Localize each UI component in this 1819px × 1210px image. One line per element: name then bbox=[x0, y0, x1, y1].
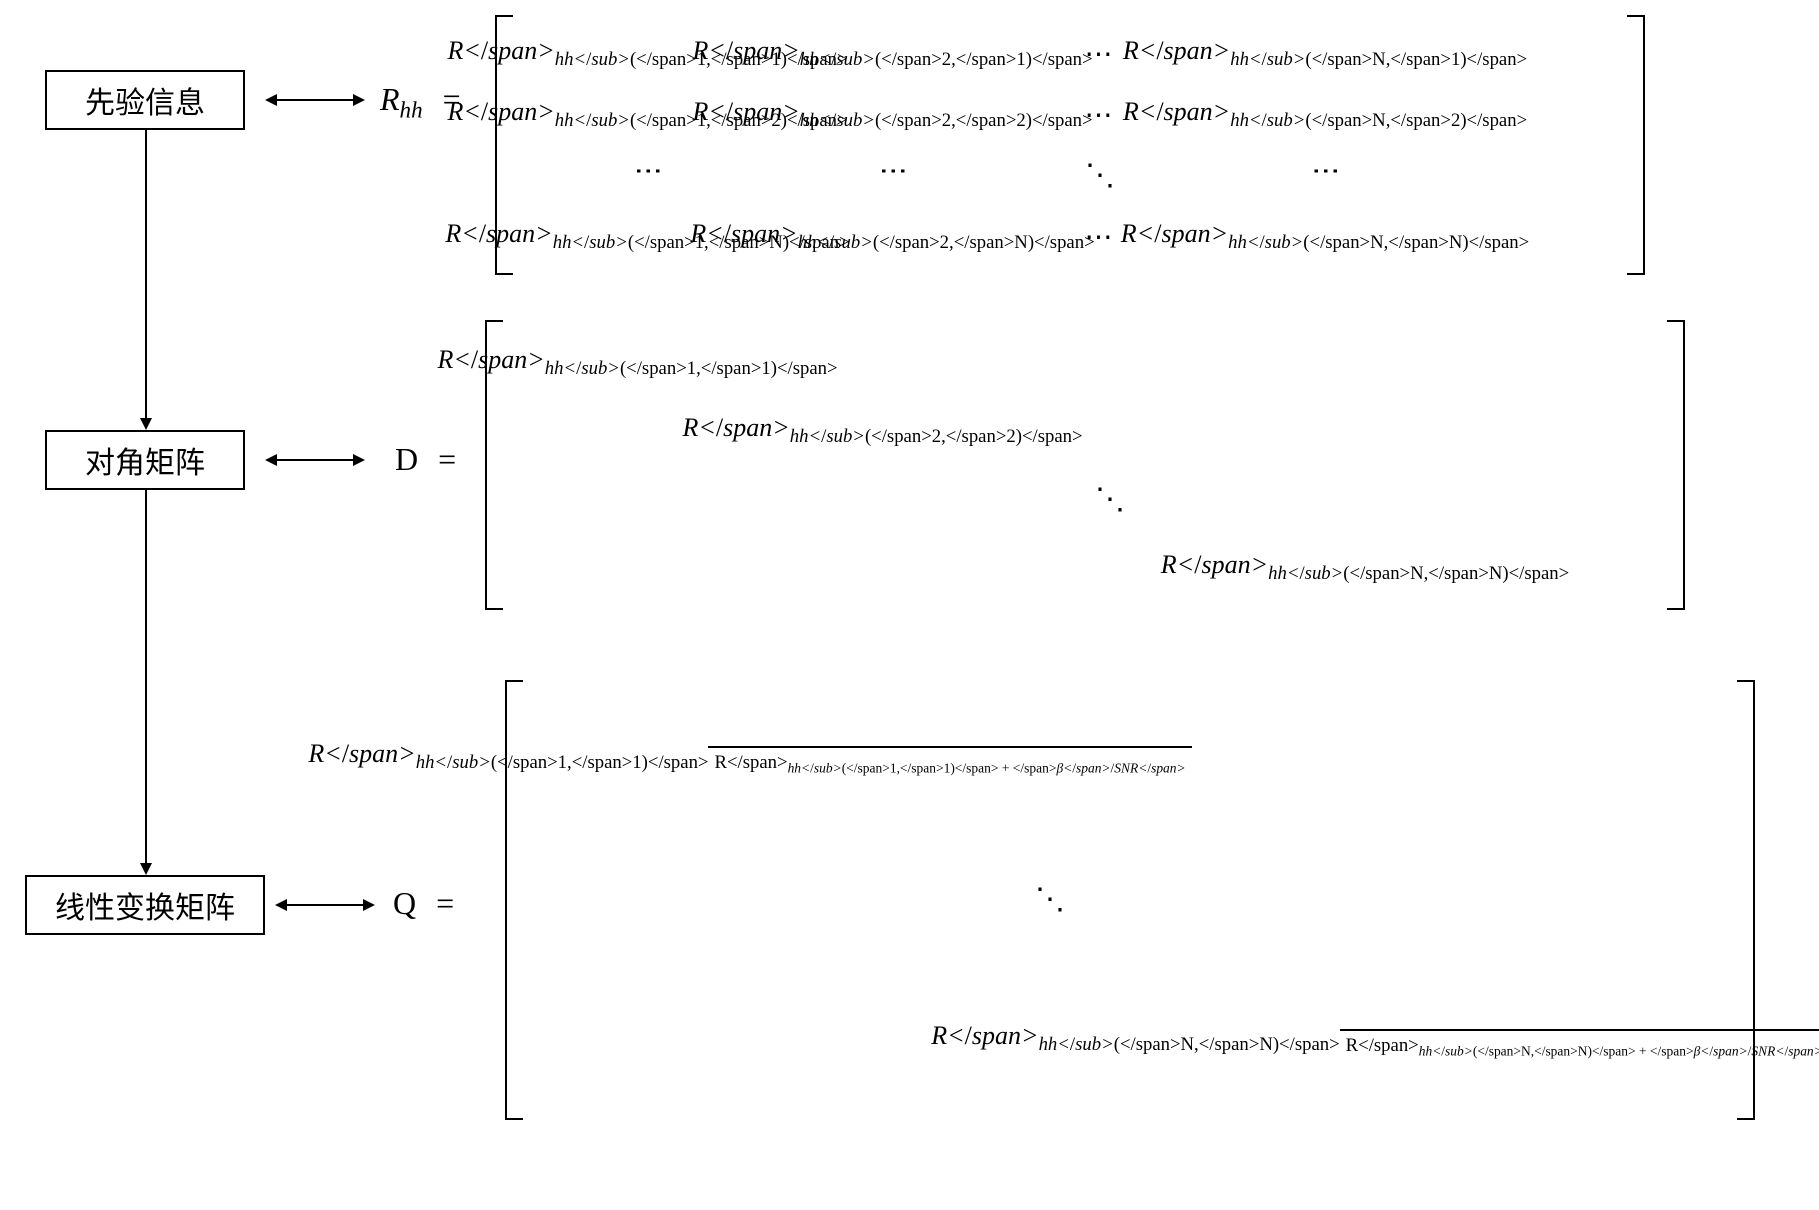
matrix-cell bbox=[1347, 493, 1383, 505]
bracket-right bbox=[1667, 320, 1685, 610]
arrow-v1 bbox=[145, 130, 147, 420]
bracket-right bbox=[1737, 680, 1755, 1120]
matrix-cell: R</span>hh</sub>(</span>N,</span>2)</spa… bbox=[1105, 91, 1545, 138]
matrix-cell bbox=[1347, 425, 1383, 437]
matrix-cell: R</span>hh</sub>(</span>1,</span>1)</spa… bbox=[284, 733, 1215, 785]
box-diag-label: 对角矩阵 bbox=[85, 438, 205, 482]
matrix-cell: R</span>hh</sub>(</span>N,</span>N)</spa… bbox=[907, 1015, 1819, 1067]
matrix-d: R</span>hh</sub>(</span>1,</span>1)</spa… bbox=[485, 320, 1685, 610]
matrix-cell: R</span>hh</sub>(</span>N,</span>N)</spa… bbox=[1103, 213, 1547, 260]
matrix-cell bbox=[1362, 753, 1398, 765]
bracket-right bbox=[1627, 15, 1645, 275]
box-prior-label: 先验信息 bbox=[85, 78, 205, 122]
matrix-cell bbox=[865, 356, 901, 368]
arrow-h3 bbox=[285, 904, 365, 906]
bracket-left bbox=[505, 680, 523, 1120]
matrix-cell: ⋮ bbox=[861, 151, 925, 200]
matrix-cell: R</span>hh</sub>(</span>N,</span>1)</spa… bbox=[1105, 30, 1545, 77]
matrix-cell bbox=[620, 493, 656, 505]
matrix-cell bbox=[865, 562, 901, 574]
matrix-cell: R</span>hh</sub>(</span>2,</span>2)</spa… bbox=[674, 91, 1110, 138]
matrix-cell bbox=[1092, 356, 1128, 368]
box-linear-label: 线性变换矩阵 bbox=[55, 883, 235, 927]
matrix-cell: R</span>hh</sub>(</span>2,</span>2)</spa… bbox=[664, 407, 1100, 454]
matrix-cell: ⋮ bbox=[1293, 151, 1357, 200]
box-prior: 先验信息 bbox=[45, 70, 245, 130]
matrix-cell: R</span>hh</sub>(</span>2,</span>1)</spa… bbox=[674, 30, 1110, 77]
label-q: Q = bbox=[393, 885, 454, 922]
diagram-container: 先验信息 对角矩阵 线性变换矩阵 Rhh = D = Q = R</span>h… bbox=[15, 15, 1815, 1195]
matrix-cell bbox=[1092, 425, 1128, 437]
matrix-rhh: R</span>hh</sub>(</span>1,</span>1)</spa… bbox=[495, 15, 1645, 275]
matrix-body: R</span>hh</sub>(</span>1,</span>1)</spa… bbox=[523, 680, 1737, 1120]
matrix-cell bbox=[1032, 753, 1068, 765]
box-linear: 线性变换矩阵 bbox=[25, 875, 265, 935]
matrix-cell bbox=[865, 493, 901, 505]
matrix-q: R</span>hh</sub>(</span>1,</span>1)</spa… bbox=[505, 680, 1755, 1120]
matrix-cell bbox=[620, 562, 656, 574]
matrix-cell bbox=[1362, 894, 1398, 906]
matrix-cell bbox=[620, 425, 656, 437]
matrix-cell: ⋮ bbox=[616, 151, 680, 200]
matrix-cell bbox=[732, 894, 768, 906]
matrix-cell: ⋱ bbox=[1017, 876, 1083, 923]
matrix-cell: R</span>hh</sub>(</span>2,</span>N)</spa… bbox=[672, 213, 1112, 260]
matrix-cell: R</span>hh</sub>(</span>N,</span>N)</spa… bbox=[1143, 544, 1587, 591]
matrix-cell: ⋱ bbox=[1077, 476, 1143, 523]
matrix-cell: ⋱ bbox=[1067, 152, 1133, 199]
matrix-body: R</span>hh</sub>(</span>1,</span>1)</spa… bbox=[503, 320, 1667, 610]
arrow-h2 bbox=[275, 459, 355, 461]
arrow-v2 bbox=[145, 490, 147, 865]
matrix-cell bbox=[1092, 562, 1128, 574]
bracket-left bbox=[485, 320, 503, 610]
bracket-left bbox=[495, 15, 513, 275]
arrow-h1 bbox=[275, 99, 355, 101]
matrix-cell bbox=[1347, 356, 1383, 368]
matrix-body: R</span>hh</sub>(</span>1,</span>1)</spa… bbox=[513, 15, 1627, 275]
box-diag: 对角矩阵 bbox=[45, 430, 245, 490]
matrix-cell bbox=[732, 1035, 768, 1047]
label-d: D = bbox=[395, 441, 456, 478]
